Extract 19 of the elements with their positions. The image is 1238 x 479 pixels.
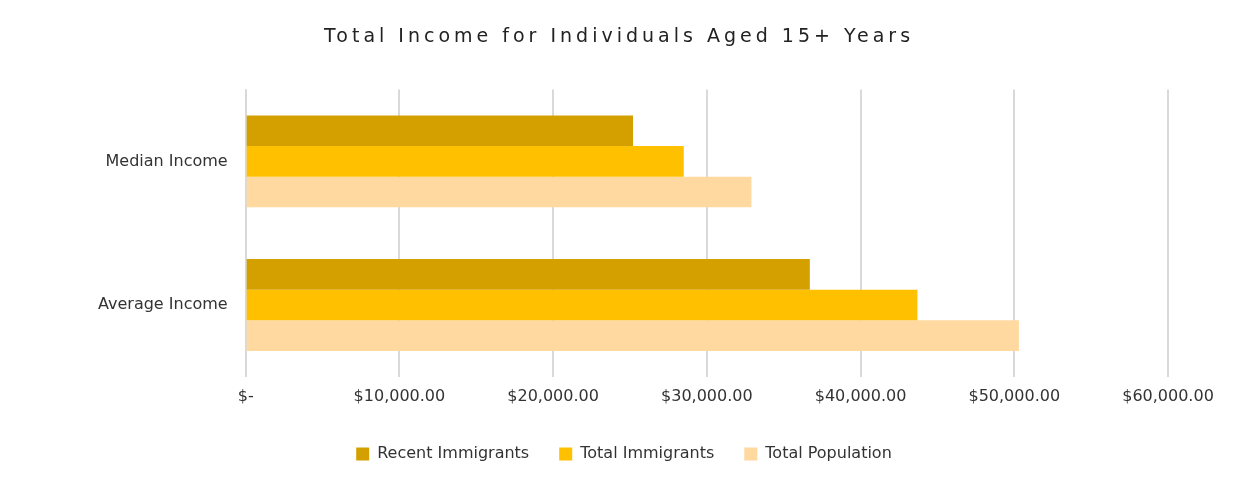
x-tick-label: $60,000.00 bbox=[1122, 385, 1214, 405]
x-tick-label: $- bbox=[237, 385, 254, 405]
y-tick-label: Average Income bbox=[97, 294, 228, 314]
bar bbox=[246, 176, 752, 208]
bar bbox=[246, 115, 634, 147]
x-tick-label: $20,000.00 bbox=[507, 385, 599, 405]
bar bbox=[246, 146, 684, 177]
legend-label: Total Population bbox=[764, 443, 892, 463]
x-tick-label: $40,000.00 bbox=[814, 385, 907, 405]
x-tick-label: $10,000.00 bbox=[353, 385, 446, 405]
bar bbox=[246, 259, 810, 290]
x-tick-label: $30,000.00 bbox=[661, 385, 753, 405]
chart-title: Total Income for Individuals Aged 15+ Years bbox=[322, 23, 916, 48]
legend-label: Total Immigrants bbox=[579, 443, 715, 463]
bar bbox=[246, 289, 918, 321]
x-tick-label: $50,000.00 bbox=[968, 385, 1061, 405]
legend-label: Recent Immigrants bbox=[377, 443, 530, 463]
y-tick-label: Median Income bbox=[105, 150, 228, 170]
bar bbox=[246, 320, 1019, 351]
